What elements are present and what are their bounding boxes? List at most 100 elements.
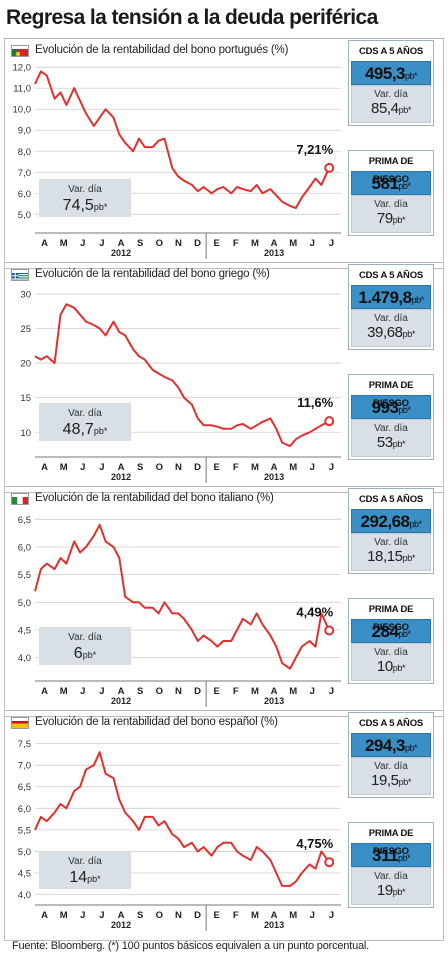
chart-var-label: Var. día xyxy=(68,856,102,867)
panel-grecia: Evolución de la rentabilidad del bono gr… xyxy=(4,262,444,493)
x-tick-label: M xyxy=(251,238,259,249)
y-tick-label: 30 xyxy=(20,289,31,300)
prima-italia-header: PRIMA DE RIESGO xyxy=(368,604,414,633)
x-tick-label: M xyxy=(251,462,259,473)
x-tick-label: M xyxy=(289,686,297,697)
chart-espana: 4,04,55,05,56,06,57,07,5A M J J A S O N D E F M A M J J… xyxy=(18,739,341,931)
prima-portugal-value: 581pb* xyxy=(351,171,431,195)
cds-grecia-box: CDS A 5 AÑOS 1.479,8pb* Var. día 39,68pb* xyxy=(348,264,434,350)
cds-italia-value: 292,68pb* xyxy=(351,509,431,533)
y-tick-label: 6,0 xyxy=(18,542,31,553)
chart-var-label: Var. día xyxy=(68,632,102,643)
portugal-flag-icon xyxy=(11,45,29,57)
cds-portugal-value: 495,3pb* xyxy=(351,61,431,85)
chart-portugal: 5,06,07,08,09,010,011,012,0A M J J A S O N D E F M A… xyxy=(13,63,341,259)
x-tick-label: M xyxy=(60,910,68,921)
x-tick-label: A xyxy=(118,462,125,473)
prima-portugal-header: PRIMA DE RIESGO xyxy=(368,156,414,185)
year-label: 2012 xyxy=(111,696,131,706)
x-tick-label: D xyxy=(194,910,201,921)
x-tick-label: J xyxy=(80,686,85,697)
y-tick-label: 7,0 xyxy=(18,168,31,179)
last-value-label: 7,21% xyxy=(296,142,333,157)
year-label: 2012 xyxy=(111,248,131,258)
prima-portugal-var: Var. día 79pb* xyxy=(351,195,431,233)
y-tick-label: 7,0 xyxy=(18,761,31,772)
year-label: 2012 xyxy=(111,920,131,930)
series-line-portugal xyxy=(34,70,331,209)
x-tick-label: J xyxy=(80,462,85,473)
cds-espana-var: Var. día 19,5pb* xyxy=(351,757,431,795)
panel-title-italia: Evolución de la rentabilidad del bono it… xyxy=(35,492,274,504)
x-tick-label: N xyxy=(175,910,182,921)
y-tick-label: 5,5 xyxy=(18,825,31,836)
y-tick-label: 5,5 xyxy=(18,570,31,581)
x-tick-label: A xyxy=(41,910,48,921)
chart-var-value: 74,5pb* xyxy=(63,197,108,214)
x-tick-label: M xyxy=(60,686,68,697)
x-tick-label: F xyxy=(233,910,239,921)
x-tick-label: J xyxy=(329,910,334,921)
last-point-marker xyxy=(324,857,335,868)
series-line-grecia xyxy=(34,303,330,448)
y-tick-label: 4,0 xyxy=(18,890,31,901)
x-tick-label: S xyxy=(137,686,143,697)
cds-grecia-header: CDS A 5 AÑOS xyxy=(358,270,424,281)
cds-portugal-header: CDS A 5 AÑOS xyxy=(358,46,424,57)
y-tick-label: 12,0 xyxy=(13,63,32,74)
x-tick-label: O xyxy=(156,462,163,473)
x-tick-label: J xyxy=(99,238,104,249)
spain-flag-icon xyxy=(11,717,29,729)
prima-espana-value: 311pb* xyxy=(351,843,431,867)
page-title: Regresa la tensión a la deuda periférica xyxy=(6,6,378,29)
cds-portugal-var: Var. día 85,4pb* xyxy=(351,85,431,123)
footer-source: Fuente: Bloomberg. (*) 100 puntos básico… xyxy=(12,940,369,952)
prima-italia-value: 284pb* xyxy=(351,619,431,643)
x-tick-label: J xyxy=(99,462,104,473)
prima-espana-header: PRIMA DE RIESGO xyxy=(368,828,414,857)
y-tick-label: 6,5 xyxy=(18,515,31,526)
panel-italia: Evolución de la rentabilidad del bono it… xyxy=(4,486,444,717)
x-tick-label: D xyxy=(194,686,201,697)
x-tick-label: M xyxy=(60,238,68,249)
x-tick-label: J xyxy=(80,238,85,249)
cds-espana-box: CDS A 5 AÑOS 294,3pb* Var. día 19,5pb* xyxy=(348,712,434,798)
x-tick-label: A xyxy=(41,238,48,249)
series-line-italia xyxy=(34,523,331,670)
y-tick-label: 20 xyxy=(20,359,31,370)
cds-portugal-box: CDS A 5 AÑOS 495,3pb* Var. día 85,4pb* xyxy=(348,40,434,126)
x-tick-label: E xyxy=(214,686,220,697)
y-tick-label: 4,0 xyxy=(18,653,31,664)
last-point-marker xyxy=(324,162,335,173)
y-tick-label: 6,5 xyxy=(18,782,31,793)
x-tick-label: A xyxy=(41,462,48,473)
x-tick-label: M xyxy=(289,238,297,249)
panel-title-espana: Evolución de la rentabilidad del bono es… xyxy=(35,716,278,728)
y-tick-label: 15 xyxy=(20,393,31,404)
italy-flag-icon xyxy=(11,493,29,505)
panel-portugal: Evolución de la rentabilidad del bono po… xyxy=(4,38,444,269)
year-label: 2013 xyxy=(264,248,284,258)
x-tick-label: M xyxy=(289,462,297,473)
y-tick-label: 9,0 xyxy=(18,126,31,137)
x-tick-label: D xyxy=(194,462,201,473)
prima-grecia-header: PRIMA DE RIESGO xyxy=(368,380,414,409)
x-tick-label: M xyxy=(251,910,259,921)
y-tick-label: 6,0 xyxy=(18,189,31,200)
year-label: 2013 xyxy=(264,920,284,930)
chart-var-label: Var. día xyxy=(68,184,102,195)
x-tick-label: A xyxy=(118,910,125,921)
x-tick-label: J xyxy=(310,462,315,473)
prima-grecia-value: 993pb* xyxy=(351,395,431,419)
y-tick-label: 11,0 xyxy=(13,84,31,95)
x-tick-label: F xyxy=(233,686,239,697)
x-tick-label: J xyxy=(99,910,104,921)
x-tick-label: A xyxy=(271,686,278,697)
chart-var-value: 48,7pb* xyxy=(63,421,108,438)
year-label: 2013 xyxy=(264,696,284,706)
x-tick-label: S xyxy=(137,910,143,921)
x-tick-label: N xyxy=(175,462,182,473)
